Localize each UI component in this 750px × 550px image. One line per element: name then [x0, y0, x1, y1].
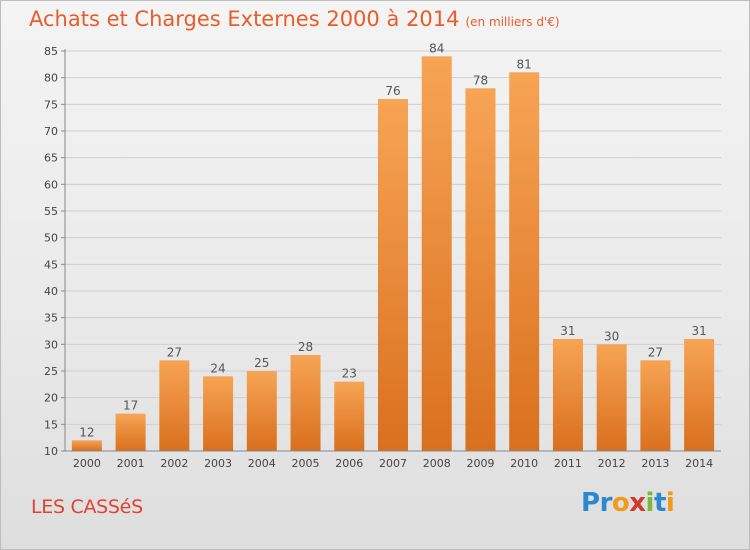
x-tick-label: 2002	[160, 457, 188, 470]
y-tick-label: 20	[44, 392, 58, 405]
x-tick-label: 2004	[248, 457, 276, 470]
data-label: 84	[429, 41, 444, 55]
x-tick-label: 2011	[554, 457, 582, 470]
y-tick-label: 70	[44, 125, 58, 138]
bar	[596, 344, 627, 451]
x-tick-label: 2006	[335, 457, 363, 470]
bar	[159, 360, 190, 451]
y-tick-label: 65	[44, 152, 58, 165]
title-main: Achats et Charges Externes 2000 à 2014	[29, 7, 460, 31]
y-tick-label: 35	[44, 312, 58, 325]
data-label: 27	[648, 345, 663, 359]
data-label: 25	[254, 356, 269, 370]
bar	[203, 376, 234, 451]
x-tick-label: 2005	[292, 457, 320, 470]
town-name: LES CASSéS	[31, 496, 143, 518]
logo-letter: t	[653, 488, 666, 518]
x-tick-label: 2000	[73, 457, 101, 470]
y-tick-label: 10	[44, 445, 58, 458]
bar	[640, 360, 671, 451]
data-label: 30	[604, 329, 619, 343]
logo-letter: i	[645, 488, 655, 518]
data-label: 27	[167, 345, 182, 359]
data-label: 28	[298, 340, 313, 354]
x-tick-label: 2008	[423, 457, 451, 470]
data-label: 17	[123, 399, 138, 413]
data-label: 12	[79, 425, 94, 439]
axis-layer: 10 15 20 25 30 35 40 45 50 55 60 65 70 75 80 85 2000 2001…	[44, 45, 721, 470]
y-tick-label: 25	[44, 365, 58, 378]
data-label: 31	[691, 324, 706, 338]
logo-letter: P	[581, 488, 600, 518]
x-tick-label: 2003	[204, 457, 232, 470]
y-tick-label: 40	[44, 285, 58, 298]
data-label: 31	[560, 324, 575, 338]
logo-letter: i	[665, 488, 675, 518]
bar	[71, 440, 102, 451]
bar	[465, 88, 496, 451]
x-tick-label: 2009	[466, 457, 494, 470]
chart-title: Achats et Charges Externes 2000 à 2014 (e…	[29, 7, 560, 31]
y-tick-label: 15	[44, 418, 58, 431]
bar	[552, 339, 583, 451]
y-tick-label: 30	[44, 338, 58, 351]
x-tick-label: 2001	[117, 457, 145, 470]
bar	[684, 339, 715, 451]
logo-letter: x	[629, 488, 646, 518]
x-tick-label: 2014	[685, 457, 713, 470]
y-tick-label: 55	[44, 205, 58, 218]
y-tick-label: 85	[44, 45, 58, 58]
logo-letter: o	[611, 488, 630, 518]
bar	[246, 371, 277, 451]
y-tick-label: 75	[44, 98, 58, 111]
y-tick-label: 50	[44, 232, 58, 245]
bar	[115, 413, 146, 451]
x-tick-label: 2013	[641, 457, 669, 470]
bar	[290, 355, 321, 451]
title-unit: (en milliers d'€)	[465, 15, 560, 29]
bar-layer: 12 17 27 24 25 28 23 76 84 78 81 31 30 27 31	[71, 41, 715, 451]
bar	[509, 72, 540, 451]
proxiti-logo: Proxiti	[581, 488, 675, 518]
bar	[421, 56, 452, 451]
data-label: 78	[473, 73, 488, 87]
data-label: 24	[210, 361, 225, 375]
data-label: 76	[385, 84, 400, 98]
bar	[334, 381, 365, 451]
logo-letter: r	[599, 488, 613, 518]
x-tick-label: 2012	[598, 457, 626, 470]
y-tick-label: 45	[44, 258, 58, 271]
data-label: 23	[342, 367, 357, 381]
x-tick-label: 2007	[379, 457, 407, 470]
y-tick-label: 80	[44, 72, 58, 85]
data-label: 81	[517, 57, 532, 71]
x-tick-label: 2010	[510, 457, 538, 470]
bar	[378, 99, 408, 451]
y-tick-label: 60	[44, 178, 58, 191]
